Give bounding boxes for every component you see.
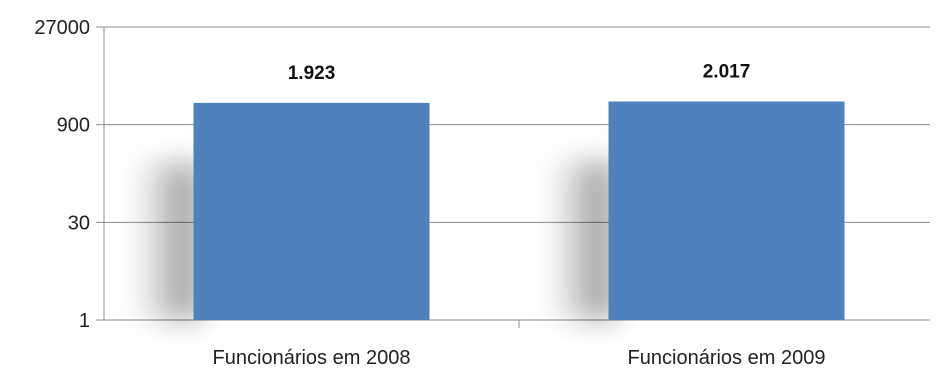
bar-shadow <box>548 161 615 320</box>
bar-shadows <box>133 161 615 320</box>
bar <box>193 102 430 321</box>
x-category-label: Funcionários em 2009 <box>628 347 826 369</box>
y-tick-label: 1 <box>79 310 90 332</box>
bars <box>193 101 845 321</box>
y-tick-label: 27000 <box>34 17 90 39</box>
data-label: 2.017 <box>703 61 751 82</box>
data-label: 1.923 <box>288 63 336 84</box>
bar-shadow <box>133 162 200 320</box>
labels: 1 30 900 27000 1.923 Funcionários em 2008 2.01… <box>34 17 825 369</box>
bar <box>608 101 845 320</box>
y-tick-label: 900 <box>57 115 90 137</box>
x-category-label: Funcionários em 2008 <box>213 347 411 369</box>
y-tick-label: 30 <box>68 212 90 234</box>
